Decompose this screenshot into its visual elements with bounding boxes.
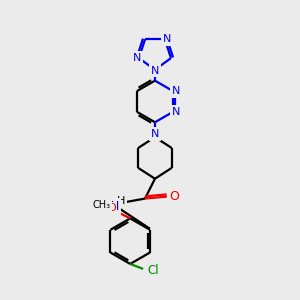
Text: H: H: [117, 196, 125, 206]
Text: N: N: [163, 34, 171, 44]
Text: N: N: [172, 86, 180, 96]
Text: Cl: Cl: [147, 264, 159, 278]
Text: N: N: [110, 200, 119, 213]
Text: N: N: [151, 129, 159, 139]
Text: N: N: [172, 107, 180, 117]
Text: N: N: [133, 53, 141, 63]
Text: O: O: [107, 203, 116, 214]
Text: O: O: [169, 190, 179, 203]
Text: N: N: [151, 66, 159, 76]
Text: CH₃: CH₃: [92, 200, 110, 211]
